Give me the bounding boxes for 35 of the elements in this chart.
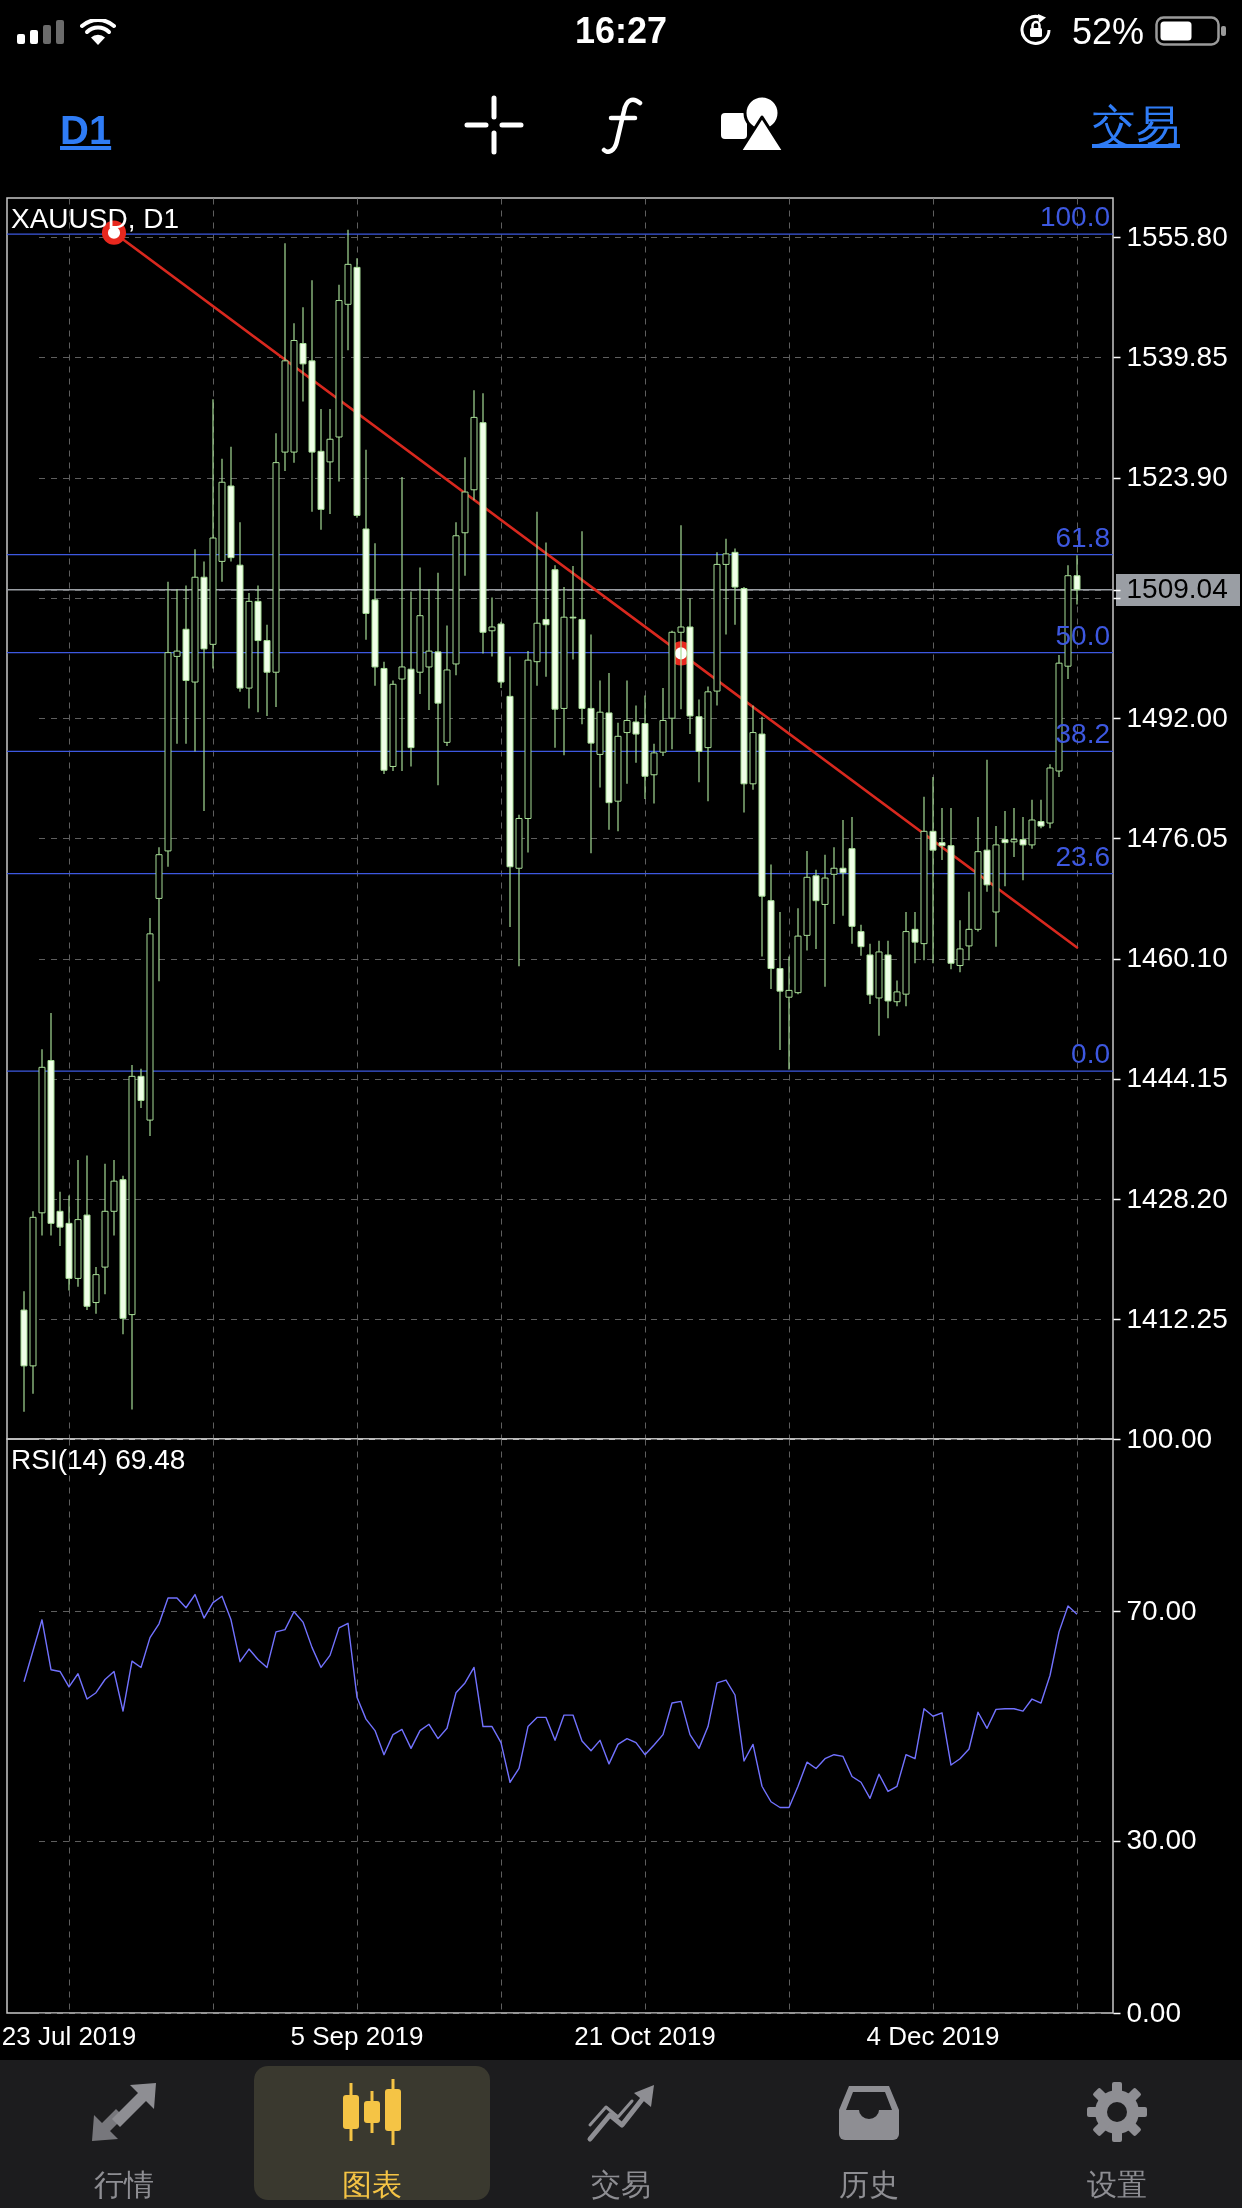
y-tick-label: 70.00 [1126,1594,1197,1626]
text: 图表 [342,2168,403,2201]
text: 设置 [1087,2168,1148,2201]
text: 交易 [590,2168,651,2201]
y-tick-label: 1555.80 [1126,220,1228,252]
text: 16:27 [574,10,668,51]
x-tick-label: 5 Sep 2019 [290,2020,424,2051]
text: 行情 [94,2168,154,2201]
text: 52% [1072,11,1145,52]
y-tick-label: 1509.04 [1126,573,1228,605]
text: D1 [60,108,112,152]
y-tick-label: 1476.05 [1126,821,1228,853]
y-tick-label: 1428.20 [1126,1182,1228,1214]
y-tick-label: 1412.25 [1126,1303,1228,1334]
annotation: 38.2 [1055,718,1110,750]
x-tick-label: 23 Jul 2019 [1,2020,137,2051]
y-tick-label: 1444.15 [1126,1062,1228,1094]
text: 历史 [838,2168,899,2201]
y-tick-label: 0.00 [1126,1996,1181,2028]
y-tick-label: 1460.10 [1126,942,1228,974]
annotation: 61.8 [1055,521,1110,553]
x-tick-label: 4 Dec 2019 [866,2020,1000,2051]
x-tick-label: 21 Oct 2019 [574,2020,716,2051]
text: 交易 [1092,101,1180,150]
y-tick-label: 100.00 [1126,1422,1213,1454]
chart-title: XAUUSD, D1 [11,203,180,234]
y-tick-label: 1539.85 [1126,340,1228,372]
y-tick-label: 1492.00 [1126,701,1228,733]
annotation: 100.0 [1039,201,1110,233]
annotation: 0.0 [1071,1038,1110,1070]
y-tick-label: 30.00 [1126,1824,1197,1856]
y-tick-label: 1523.90 [1126,461,1228,493]
annotation: 23.6 [1055,840,1110,872]
annotation: 50.0 [1055,619,1110,651]
chart-title: RSI(14) 69.48 [11,1444,186,1475]
